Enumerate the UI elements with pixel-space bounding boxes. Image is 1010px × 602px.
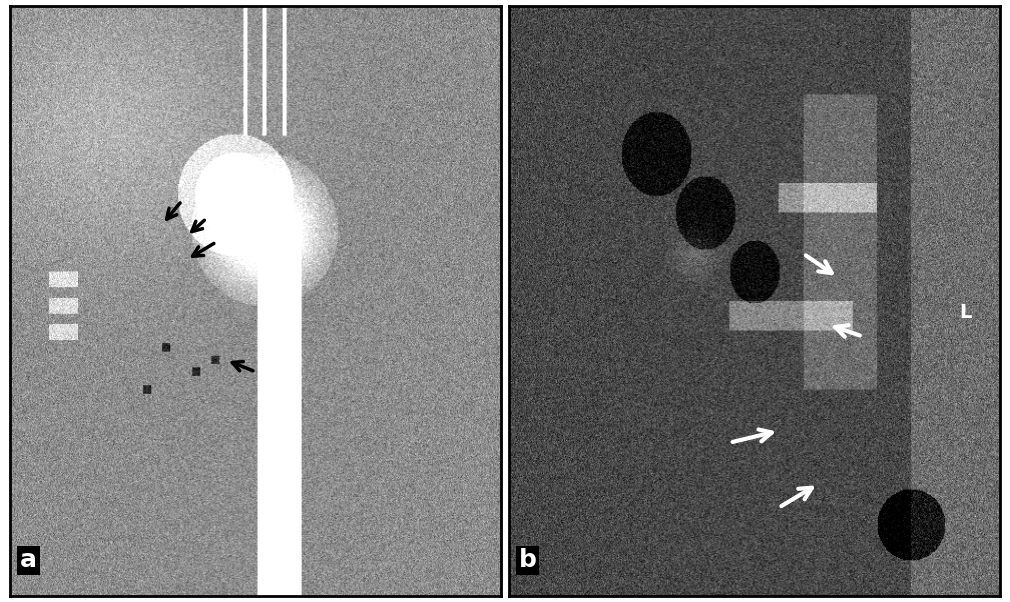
Text: a: a (20, 548, 37, 573)
Text: L: L (960, 303, 972, 322)
Text: b: b (519, 548, 536, 573)
